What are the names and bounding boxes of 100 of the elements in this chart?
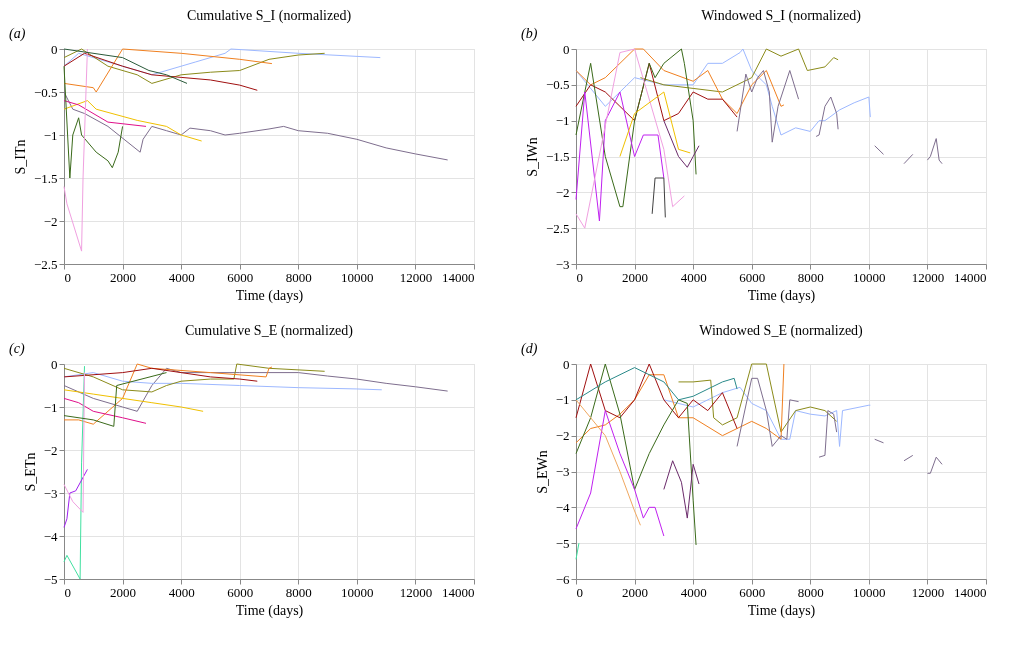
y-axis-title: S_ITn — [12, 139, 28, 175]
line-series — [663, 386, 871, 447]
chart-title: Cumulative S_I (normalized) — [186, 8, 352, 24]
x-tick-label: 4000 — [168, 269, 195, 285]
line-series — [575, 399, 641, 526]
y-axis-title: S_ETn — [22, 452, 38, 492]
y-tick-label: −2 — [555, 428, 570, 444]
line-series — [63, 372, 85, 513]
x-tick-label: 6000 — [739, 584, 766, 600]
y-tick-label: −0.5 — [33, 84, 58, 100]
x-axis-title: Time (days) — [747, 287, 816, 304]
line-series — [575, 48, 697, 208]
x-tick-label: 4000 — [680, 269, 707, 285]
text: (a) — [9, 26, 26, 42]
line-series — [63, 48, 273, 93]
x-tick-label: 14000 — [954, 584, 987, 600]
line-series — [63, 65, 124, 179]
line-series — [63, 48, 88, 252]
y-tick-label: −2 — [43, 213, 58, 229]
x-tick-label: 12000 — [399, 269, 433, 285]
y-tick-label: −1 — [555, 392, 570, 408]
line-series — [575, 91, 665, 222]
line-series — [63, 367, 449, 412]
x-tick-label: 12000 — [911, 584, 945, 600]
y-tick-label: −0.5 — [545, 77, 570, 93]
x-tick-label: 14000 — [442, 269, 475, 285]
x-tick-label: 0 — [64, 269, 71, 285]
y-tick-label: −4 — [43, 528, 58, 544]
line-series — [63, 397, 147, 424]
x-tick-label: 12000 — [399, 584, 433, 600]
x-tick-label: 2000 — [110, 584, 137, 600]
line-series — [575, 367, 738, 401]
line-series — [63, 389, 204, 412]
y-tick-label: −2.5 — [33, 256, 58, 272]
y-tick-label: −2.5 — [545, 220, 570, 236]
y-tick-label: −4 — [555, 499, 570, 515]
x-tick-label: 6000 — [227, 269, 254, 285]
x-tick-label: 2000 — [622, 584, 649, 600]
x-tick-label: 8000 — [797, 269, 824, 285]
y-tick-label: −5 — [43, 571, 58, 587]
x-tick-label: 0 — [576, 584, 583, 600]
x-tick-label: 0 — [576, 269, 583, 285]
line-series — [575, 363, 738, 429]
line-series — [663, 120, 700, 168]
x-axis-title: Time (days) — [235, 287, 304, 304]
x-tick-label: 2000 — [110, 269, 137, 285]
line-series — [575, 363, 785, 444]
text: (b) — [521, 26, 538, 42]
line-series — [63, 367, 258, 382]
line-series — [63, 91, 449, 161]
text: (c) — [9, 341, 25, 357]
x-tick-label: 10000 — [341, 584, 374, 600]
line-series — [63, 468, 88, 528]
chart-title: Windowed S_E (normalized) — [699, 323, 864, 339]
line-series — [619, 91, 691, 157]
line-series — [663, 460, 700, 519]
y-tick-label: −3 — [555, 256, 570, 272]
line-series — [575, 48, 785, 114]
chart-title: Cumulative S_E (normalized) — [185, 323, 354, 339]
line-series — [63, 100, 203, 142]
x-axis-title: Time (days) — [235, 602, 304, 619]
x-tick-label: 0 — [64, 584, 71, 600]
y-tick-label: −6 — [555, 571, 570, 587]
x-tick-label: 10000 — [341, 269, 374, 285]
y-tick-label: −1 — [43, 127, 58, 143]
line-series — [575, 48, 871, 136]
x-axis-title: Time (days) — [747, 602, 816, 619]
line-series — [575, 48, 685, 229]
line-series — [63, 363, 273, 425]
x-tick-label: 4000 — [680, 584, 707, 600]
y-tick-label: −2 — [43, 442, 58, 458]
line-series — [575, 363, 697, 546]
y-axis-title: S_EWn — [534, 450, 550, 494]
x-tick-label: 14000 — [442, 584, 475, 600]
line-series — [63, 48, 326, 84]
y-tick-label: −5 — [555, 535, 570, 551]
x-tick-label: 14000 — [954, 269, 987, 285]
x-tick-label: 2000 — [622, 269, 649, 285]
y-axis-title: S_IWn — [524, 137, 540, 177]
y-tick-label: −1.5 — [33, 170, 58, 186]
line-series — [63, 372, 167, 427]
y-tick-label: 0 — [51, 41, 58, 57]
x-tick-label: 10000 — [853, 584, 886, 600]
line-series — [678, 363, 838, 433]
x-tick-label: 4000 — [168, 584, 195, 600]
chart-title: Windowed S_I (normalized) — [701, 8, 862, 24]
x-tick-label: 10000 — [853, 269, 886, 285]
y-tick-label: −1 — [43, 399, 58, 415]
y-tick-label: 0 — [563, 41, 570, 57]
y-tick-label: 0 — [51, 356, 58, 372]
line-series — [63, 52, 258, 91]
y-tick-label: −1.5 — [545, 149, 570, 164]
line-series — [575, 410, 665, 537]
x-tick-label: 6000 — [739, 269, 766, 285]
y-tick-label: −3 — [43, 485, 58, 501]
y-tick-label: −2 — [555, 184, 570, 200]
line-series — [639, 48, 839, 93]
y-tick-label: −3 — [555, 464, 570, 479]
x-tick-label: 8000 — [285, 269, 312, 285]
x-tick-label: 6000 — [227, 584, 254, 600]
